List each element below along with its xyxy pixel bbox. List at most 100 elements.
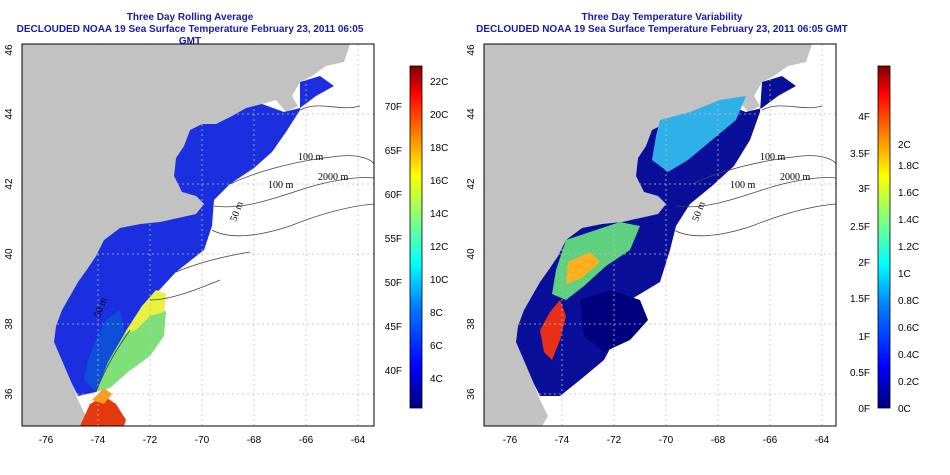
left-y-axis: 36 38 40 42 44 46 (4, 44, 15, 400)
left-y-tick: 40 (4, 248, 15, 260)
left-map (22, 44, 374, 426)
left-cbar-right-label: 10C (430, 275, 448, 286)
right-x-tick: -76 (503, 435, 518, 446)
right-colorbar-icon (877, 65, 891, 409)
right-var-orange (566, 252, 600, 284)
right-x-tick: -72 (607, 435, 622, 446)
left-cbar-left-label: 55F (385, 234, 402, 245)
right-isobath-lines (673, 105, 836, 237)
right-cbar-right-label: 0.6C (898, 323, 919, 334)
left-cbar-right-label: 8C (430, 308, 443, 319)
left-x-axis: -76 -74 -72 -70 -68 -66 -64 (39, 435, 366, 446)
left-y-tick: 38 (4, 318, 15, 330)
left-land-mass (22, 44, 350, 426)
left-map-title-block: Three Day Rolling Average DECLOUDED NOAA… (10, 12, 370, 48)
right-isobath-label-1: 100 m (760, 152, 786, 163)
left-map-subtitle: DECLOUDED NOAA 19 Sea Surface Temperatur… (16, 24, 364, 47)
left-sst-cool (84, 310, 124, 392)
right-map (484, 44, 836, 426)
right-cbar-right-label: 2C (898, 140, 911, 151)
left-sst-gulfstream (80, 396, 126, 426)
right-cbar-left-label: 1F (858, 332, 870, 343)
right-land-mass (484, 44, 812, 426)
left-cbar-right-label: 22C (430, 77, 448, 88)
right-y-axis: 36 38 40 42 44 46 (466, 44, 477, 400)
left-cbar-left-label: 65F (385, 146, 402, 157)
left-map-title: Three Day Rolling Average (126, 12, 254, 23)
left-sst-yellow (124, 290, 166, 334)
left-cbar-right-label: 4C (430, 374, 443, 385)
left-y-tick: 36 (4, 388, 15, 400)
right-cbar-right-label: 1.6C (898, 188, 919, 199)
right-isobath-label-2: 100 m (730, 180, 756, 191)
left-cbar-right-label: 18C (430, 143, 448, 154)
right-y-tick: 40 (466, 248, 477, 260)
right-x-tick: -70 (659, 435, 674, 446)
left-cbar-right-label: 16C (430, 176, 448, 187)
left-x-tick: -76 (39, 435, 54, 446)
left-cbar-left-label: 70F (385, 102, 402, 113)
right-map-subtitle: DECLOUDED NOAA 19 Sea Surface Temperatur… (476, 24, 848, 35)
right-cbar-right-label: 1.4C (898, 215, 919, 226)
right-x-tick: -66 (763, 435, 778, 446)
left-y-tick: 42 (4, 178, 15, 190)
left-colorbar: 40F 45F 50F 55F 60F 65F 70F 4C 6C 8C 10C… (385, 65, 448, 409)
right-colorbar: 0F 0.5F 1F 1.5F 2F 2.5F 3F 3.5F 4F 0C 0.… (850, 65, 919, 415)
right-var-hot-band (540, 300, 566, 360)
right-cbar-left-label: 4F (858, 112, 870, 123)
left-cbar-left-label: 60F (385, 190, 402, 201)
right-x-tick: -68 (711, 435, 726, 446)
right-map-title-block: Three Day Temperature Variability DECLOU… (472, 12, 852, 36)
right-cbar-left-label: 0F (858, 404, 870, 415)
right-cbar-left-label: 3.5F (850, 149, 870, 160)
left-cbar-right-label: 20C (430, 110, 448, 121)
right-map-title: Three Day Temperature Variability (581, 12, 743, 23)
right-y-tick: 46 (466, 44, 477, 56)
left-isobath-lines (95, 105, 374, 393)
left-cbar-left-label: 45F (385, 322, 402, 333)
right-isobath-label-3: 2000 m (780, 172, 811, 183)
right-y-tick: 42 (466, 178, 477, 190)
left-sst-warm-slope (96, 300, 166, 392)
left-x-tick: -74 (91, 435, 106, 446)
left-x-tick: -66 (299, 435, 314, 446)
right-var-moderate-patch (652, 96, 746, 172)
right-y-tick: 36 (466, 388, 477, 400)
left-y-tick: 44 (4, 108, 15, 120)
right-x-tick: -64 (815, 435, 830, 446)
right-cbar-left-label: 0.5F (850, 368, 870, 379)
left-isobath-label-3: 2000 m (318, 172, 349, 183)
right-cbar-left-label: 3F (858, 184, 870, 195)
right-cbar-right-label: 0C (898, 404, 911, 415)
right-cbar-left-label: 1.5F (850, 294, 870, 305)
right-cbar-left-label: 2F (858, 258, 870, 269)
left-cbar-right-label: 12C (430, 242, 448, 253)
right-x-axis: -76 -74 -72 -70 -68 -66 -64 (503, 435, 830, 446)
left-sst-orange (92, 388, 112, 404)
right-cbar-right-label: 1.8C (898, 161, 919, 172)
left-isobath-label-2: 100 m (268, 180, 294, 191)
right-cbar-right-label: 1.2C (898, 242, 919, 253)
left-sst-cold-shelf (54, 76, 334, 396)
left-isobath-label-1: 100 m (298, 152, 324, 163)
left-x-tick: -64 (351, 435, 366, 446)
left-cbar-left-label: 50F (385, 278, 402, 289)
right-x-tick: -74 (555, 435, 570, 446)
left-map-frame (21, 43, 375, 427)
left-cbar-right-label: 6C (430, 341, 443, 352)
right-cbar-right-label: 0.4C (898, 350, 919, 361)
right-cbar-right-label: 1C (898, 269, 911, 280)
left-cbar-left-label: 40F (385, 366, 402, 377)
left-colorbar-icon (409, 65, 423, 409)
left-x-tick: -68 (247, 435, 262, 446)
right-y-tick: 44 (466, 108, 477, 120)
right-cbar-right-label: 0.2C (898, 377, 919, 388)
left-cbar-right-label: 14C (430, 209, 448, 220)
left-y-tick: 46 (4, 44, 15, 56)
right-cbar-right-label: 0.8C (898, 296, 919, 307)
right-cbar-left-label: 2.5F (850, 222, 870, 233)
left-x-tick: -70 (195, 435, 210, 446)
right-map-frame (483, 43, 837, 427)
right-y-tick: 38 (466, 318, 477, 330)
